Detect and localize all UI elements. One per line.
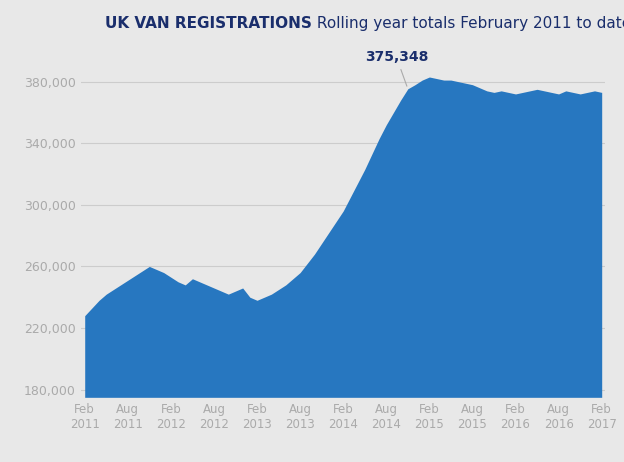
Text: Rolling year totals February 2011 to date: Rolling year totals February 2011 to dat… bbox=[312, 16, 624, 31]
Text: 375,348: 375,348 bbox=[365, 50, 428, 86]
Text: UK VAN REGISTRATIONS: UK VAN REGISTRATIONS bbox=[105, 16, 312, 31]
